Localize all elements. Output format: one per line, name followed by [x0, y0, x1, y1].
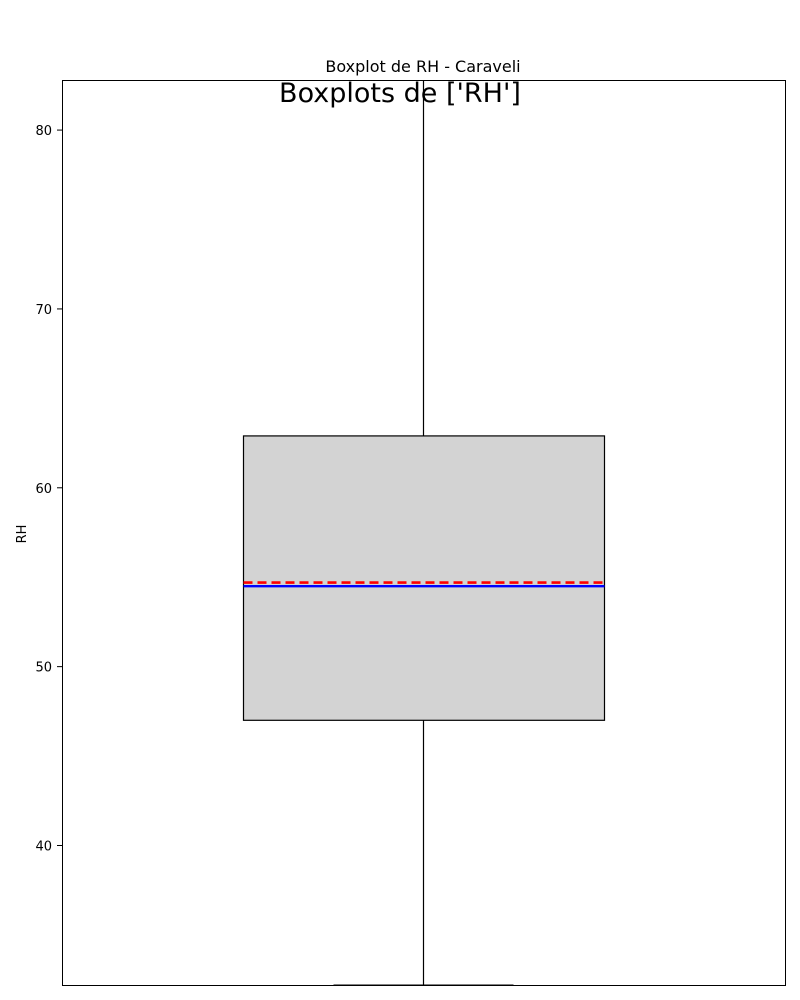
axes-title: Boxplot de RH - Caraveli — [325, 57, 520, 76]
y-tick-label: 70 — [35, 303, 52, 318]
figure-suptitle: Boxplots de ['RH'] — [279, 78, 521, 109]
y-axis-ticks: 40 50 60 70 80 — [35, 124, 62, 854]
y-tick-label: 80 — [35, 124, 52, 139]
y-axis-label: RH — [15, 525, 30, 544]
y-tick-label: 60 — [35, 482, 52, 497]
y-tick-label: 50 — [35, 661, 52, 676]
interquartile-box — [242, 435, 606, 721]
y-tick-label: 40 — [35, 839, 52, 854]
box-series — [242, 80, 606, 986]
